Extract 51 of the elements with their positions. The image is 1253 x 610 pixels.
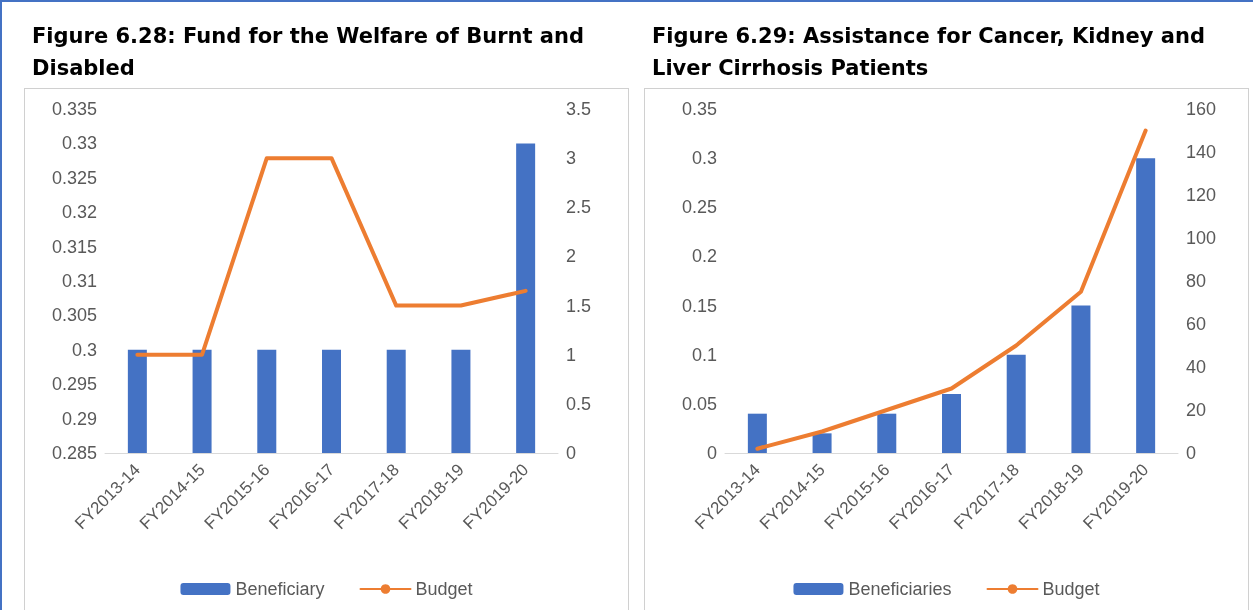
y-tick-label: 0.35 bbox=[681, 99, 717, 119]
y2-tick-label: 100 bbox=[1186, 228, 1217, 248]
bar bbox=[1006, 354, 1026, 453]
y-tick-label: 0.3 bbox=[691, 148, 717, 169]
legend-label: Beneficiary bbox=[235, 579, 325, 599]
bar bbox=[1071, 305, 1091, 453]
y-tick-label: 0.25 bbox=[681, 197, 717, 218]
y2-tick-label: 40 bbox=[1186, 357, 1207, 377]
y2-tick-label: 3 bbox=[566, 148, 577, 169]
y2-tick-label: 140 bbox=[1186, 142, 1217, 162]
y-tick-label: 0.05 bbox=[681, 393, 717, 414]
legend-label: Budget bbox=[415, 579, 473, 599]
y-tick-label: 0.335 bbox=[51, 99, 97, 119]
chart-title: Figure 6.29: Assistance for Cancer, Kidney and Liver Cirrhosis Patients bbox=[652, 23, 1206, 82]
y2-tick-label: 20 bbox=[1186, 400, 1207, 420]
bar bbox=[747, 413, 767, 453]
bar bbox=[1136, 158, 1156, 453]
y2-tick-label: 0 bbox=[566, 443, 577, 463]
y-tick-label: 0.15 bbox=[681, 295, 717, 316]
line-series bbox=[755, 128, 1148, 451]
y2-tick-label: 160 bbox=[1186, 99, 1217, 119]
y-tick-label: 0.305 bbox=[51, 305, 97, 326]
y2-tick-label: 80 bbox=[1186, 271, 1207, 291]
y-tick-label: 0.285 bbox=[51, 443, 97, 463]
bar bbox=[942, 394, 961, 453]
y-tick-label: 0.32 bbox=[61, 202, 97, 223]
y-tick-label: 0.325 bbox=[51, 167, 97, 188]
legend-label: Budget bbox=[1042, 579, 1100, 599]
y-tick-label: 0 bbox=[706, 443, 717, 463]
y-tick-label: 0.29 bbox=[61, 408, 97, 429]
y-tick-label: 0.31 bbox=[61, 271, 97, 291]
y-tick-label: 0.315 bbox=[51, 236, 97, 257]
y2-tick-label: 2 bbox=[566, 246, 577, 267]
y-tick-label: 0.3 bbox=[71, 339, 97, 360]
y2-tick-label: 60 bbox=[1186, 314, 1207, 334]
chart-title: Figure 6.28: Fund for the Welfare of Burnt and Disabled bbox=[32, 23, 585, 82]
bar bbox=[812, 433, 832, 453]
y2-tick-label: 3.5 bbox=[566, 99, 592, 119]
legend-label: Beneficiaries bbox=[848, 579, 952, 599]
y2-tick-label: 2.5 bbox=[566, 197, 592, 218]
y2-tick-label: 0.5 bbox=[566, 393, 592, 414]
y2-tick-label: 0 bbox=[1186, 443, 1197, 463]
y-tick-label: 0.295 bbox=[51, 374, 97, 395]
y2-tick-label: 120 bbox=[1186, 185, 1217, 205]
y-tick-label: 0.1 bbox=[691, 344, 717, 365]
bar bbox=[877, 413, 897, 453]
y2-tick-label: 1.5 bbox=[566, 295, 592, 316]
line-series bbox=[135, 156, 528, 357]
y-tick-label: 0.33 bbox=[61, 133, 97, 154]
y-tick-label: 0.2 bbox=[691, 246, 717, 267]
y2-tick-label: 1 bbox=[566, 344, 577, 365]
